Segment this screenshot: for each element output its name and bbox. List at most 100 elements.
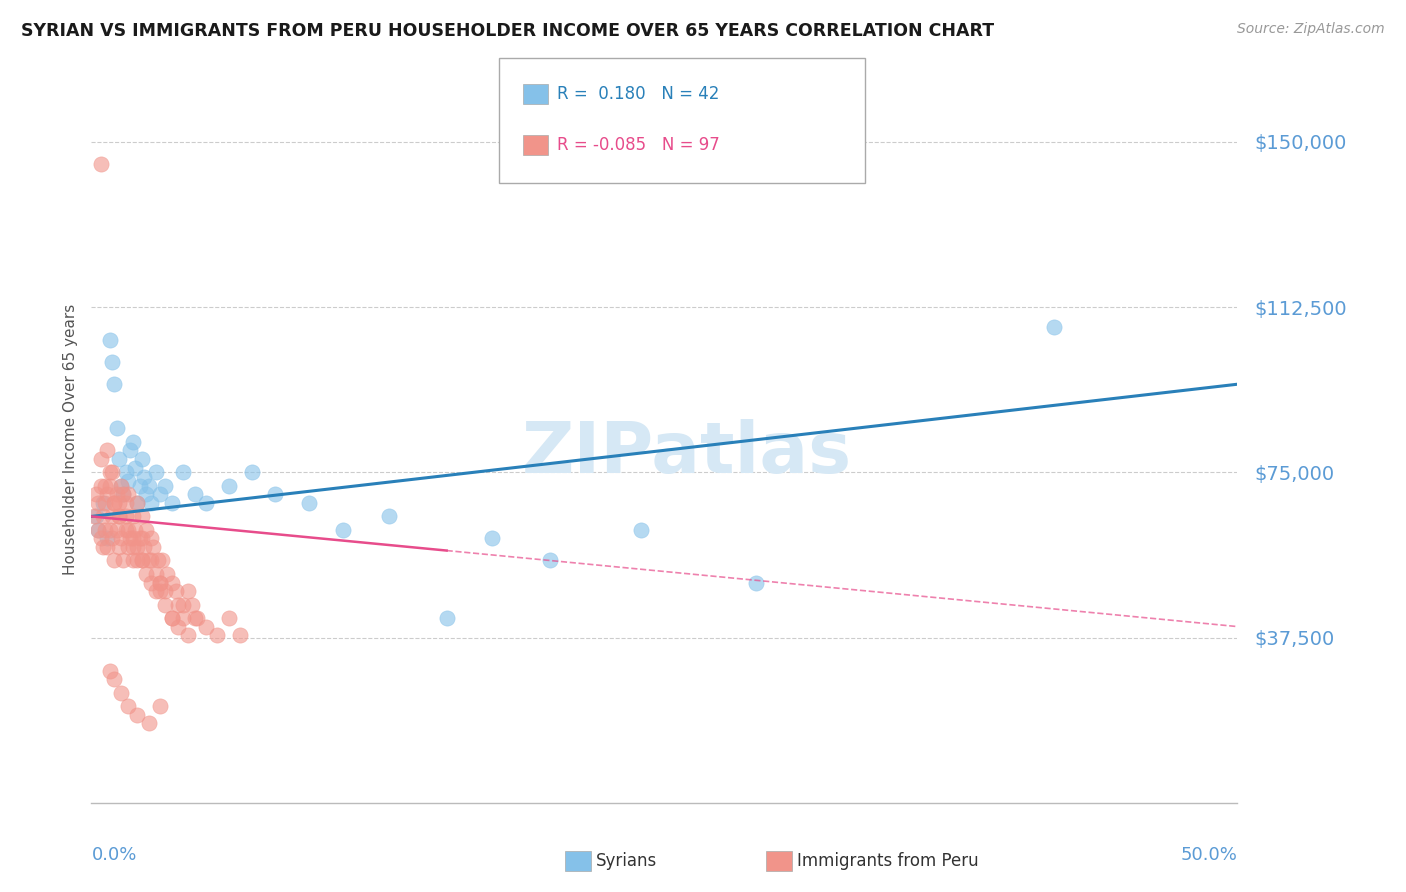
Point	[149, 584, 172, 599]
Point	[149, 487, 172, 501]
Point	[132, 469, 155, 483]
Point	[103, 553, 125, 567]
Point	[84, 509, 107, 524]
Point	[153, 478, 176, 492]
Point	[127, 553, 149, 567]
Point	[145, 466, 167, 480]
Point	[112, 553, 135, 567]
Point	[176, 628, 198, 642]
Point	[160, 575, 183, 590]
Point	[96, 532, 118, 546]
Point	[87, 523, 110, 537]
Point	[120, 443, 142, 458]
Point	[90, 157, 112, 171]
Point	[90, 452, 112, 467]
Point	[121, 532, 143, 546]
Point	[131, 553, 153, 567]
Point	[172, 466, 194, 480]
Point	[146, 553, 169, 567]
Point	[165, 584, 187, 599]
Point	[152, 553, 174, 567]
Point	[103, 496, 125, 510]
Point	[94, 478, 117, 492]
Point	[131, 532, 153, 546]
Point	[117, 487, 139, 501]
Point	[98, 333, 121, 347]
Point	[186, 611, 208, 625]
Point	[108, 509, 131, 524]
Point	[103, 377, 125, 392]
Point	[139, 496, 162, 510]
Point	[114, 523, 136, 537]
Point	[436, 611, 458, 625]
Point	[630, 523, 652, 537]
Point	[139, 532, 162, 546]
Point	[263, 487, 285, 501]
Text: SYRIAN VS IMMIGRANTS FROM PERU HOUSEHOLDER INCOME OVER 65 YEARS CORRELATION CHAR: SYRIAN VS IMMIGRANTS FROM PERU HOUSEHOLD…	[21, 22, 994, 40]
Point	[105, 421, 128, 435]
Point	[127, 496, 149, 510]
Point	[96, 541, 118, 555]
Point	[160, 496, 183, 510]
Point	[121, 553, 143, 567]
Point	[105, 487, 128, 501]
Point	[156, 566, 179, 581]
Point	[90, 532, 112, 546]
Point	[138, 716, 160, 731]
Point	[98, 523, 121, 537]
Point	[139, 553, 162, 567]
Point	[110, 478, 132, 492]
Point	[117, 523, 139, 537]
Point	[131, 553, 153, 567]
Point	[101, 532, 124, 546]
Point	[110, 686, 132, 700]
Text: R =  0.180   N = 42: R = 0.180 N = 42	[557, 85, 718, 103]
Point	[160, 611, 183, 625]
Point	[127, 541, 149, 555]
Text: Syrians: Syrians	[596, 852, 658, 870]
Point	[96, 443, 118, 458]
Point	[378, 509, 401, 524]
Point	[117, 474, 139, 488]
Point	[94, 496, 117, 510]
Point	[145, 584, 167, 599]
Point	[229, 628, 252, 642]
Point	[149, 575, 172, 590]
Text: 0.0%: 0.0%	[91, 847, 136, 864]
Point	[153, 584, 176, 599]
Point	[481, 532, 503, 546]
Point	[135, 487, 157, 501]
Point	[240, 466, 263, 480]
Point	[84, 487, 107, 501]
Point	[218, 611, 240, 625]
Point	[138, 478, 160, 492]
Point	[127, 707, 149, 722]
Point	[98, 664, 121, 678]
Point	[167, 619, 190, 633]
Point	[149, 575, 172, 590]
Text: R = -0.085   N = 97: R = -0.085 N = 97	[557, 136, 720, 154]
Point	[114, 509, 136, 524]
Point	[101, 466, 124, 480]
Point	[132, 541, 155, 555]
Point	[98, 478, 121, 492]
Point	[112, 487, 135, 501]
Text: ZIPatlas: ZIPatlas	[522, 419, 852, 488]
Text: 50.0%: 50.0%	[1181, 847, 1237, 864]
Point	[103, 673, 125, 687]
Point	[160, 611, 183, 625]
Point	[745, 575, 768, 590]
Point	[108, 509, 131, 524]
Point	[101, 509, 124, 524]
Point	[181, 598, 204, 612]
Point	[149, 698, 172, 713]
Point	[172, 611, 194, 625]
Point	[87, 496, 110, 510]
Point	[105, 523, 128, 537]
Point	[135, 566, 157, 581]
Point	[120, 532, 142, 546]
Text: Immigrants from Peru: Immigrants from Peru	[797, 852, 979, 870]
Point	[128, 532, 150, 546]
Point	[117, 541, 139, 555]
Point	[298, 496, 321, 510]
